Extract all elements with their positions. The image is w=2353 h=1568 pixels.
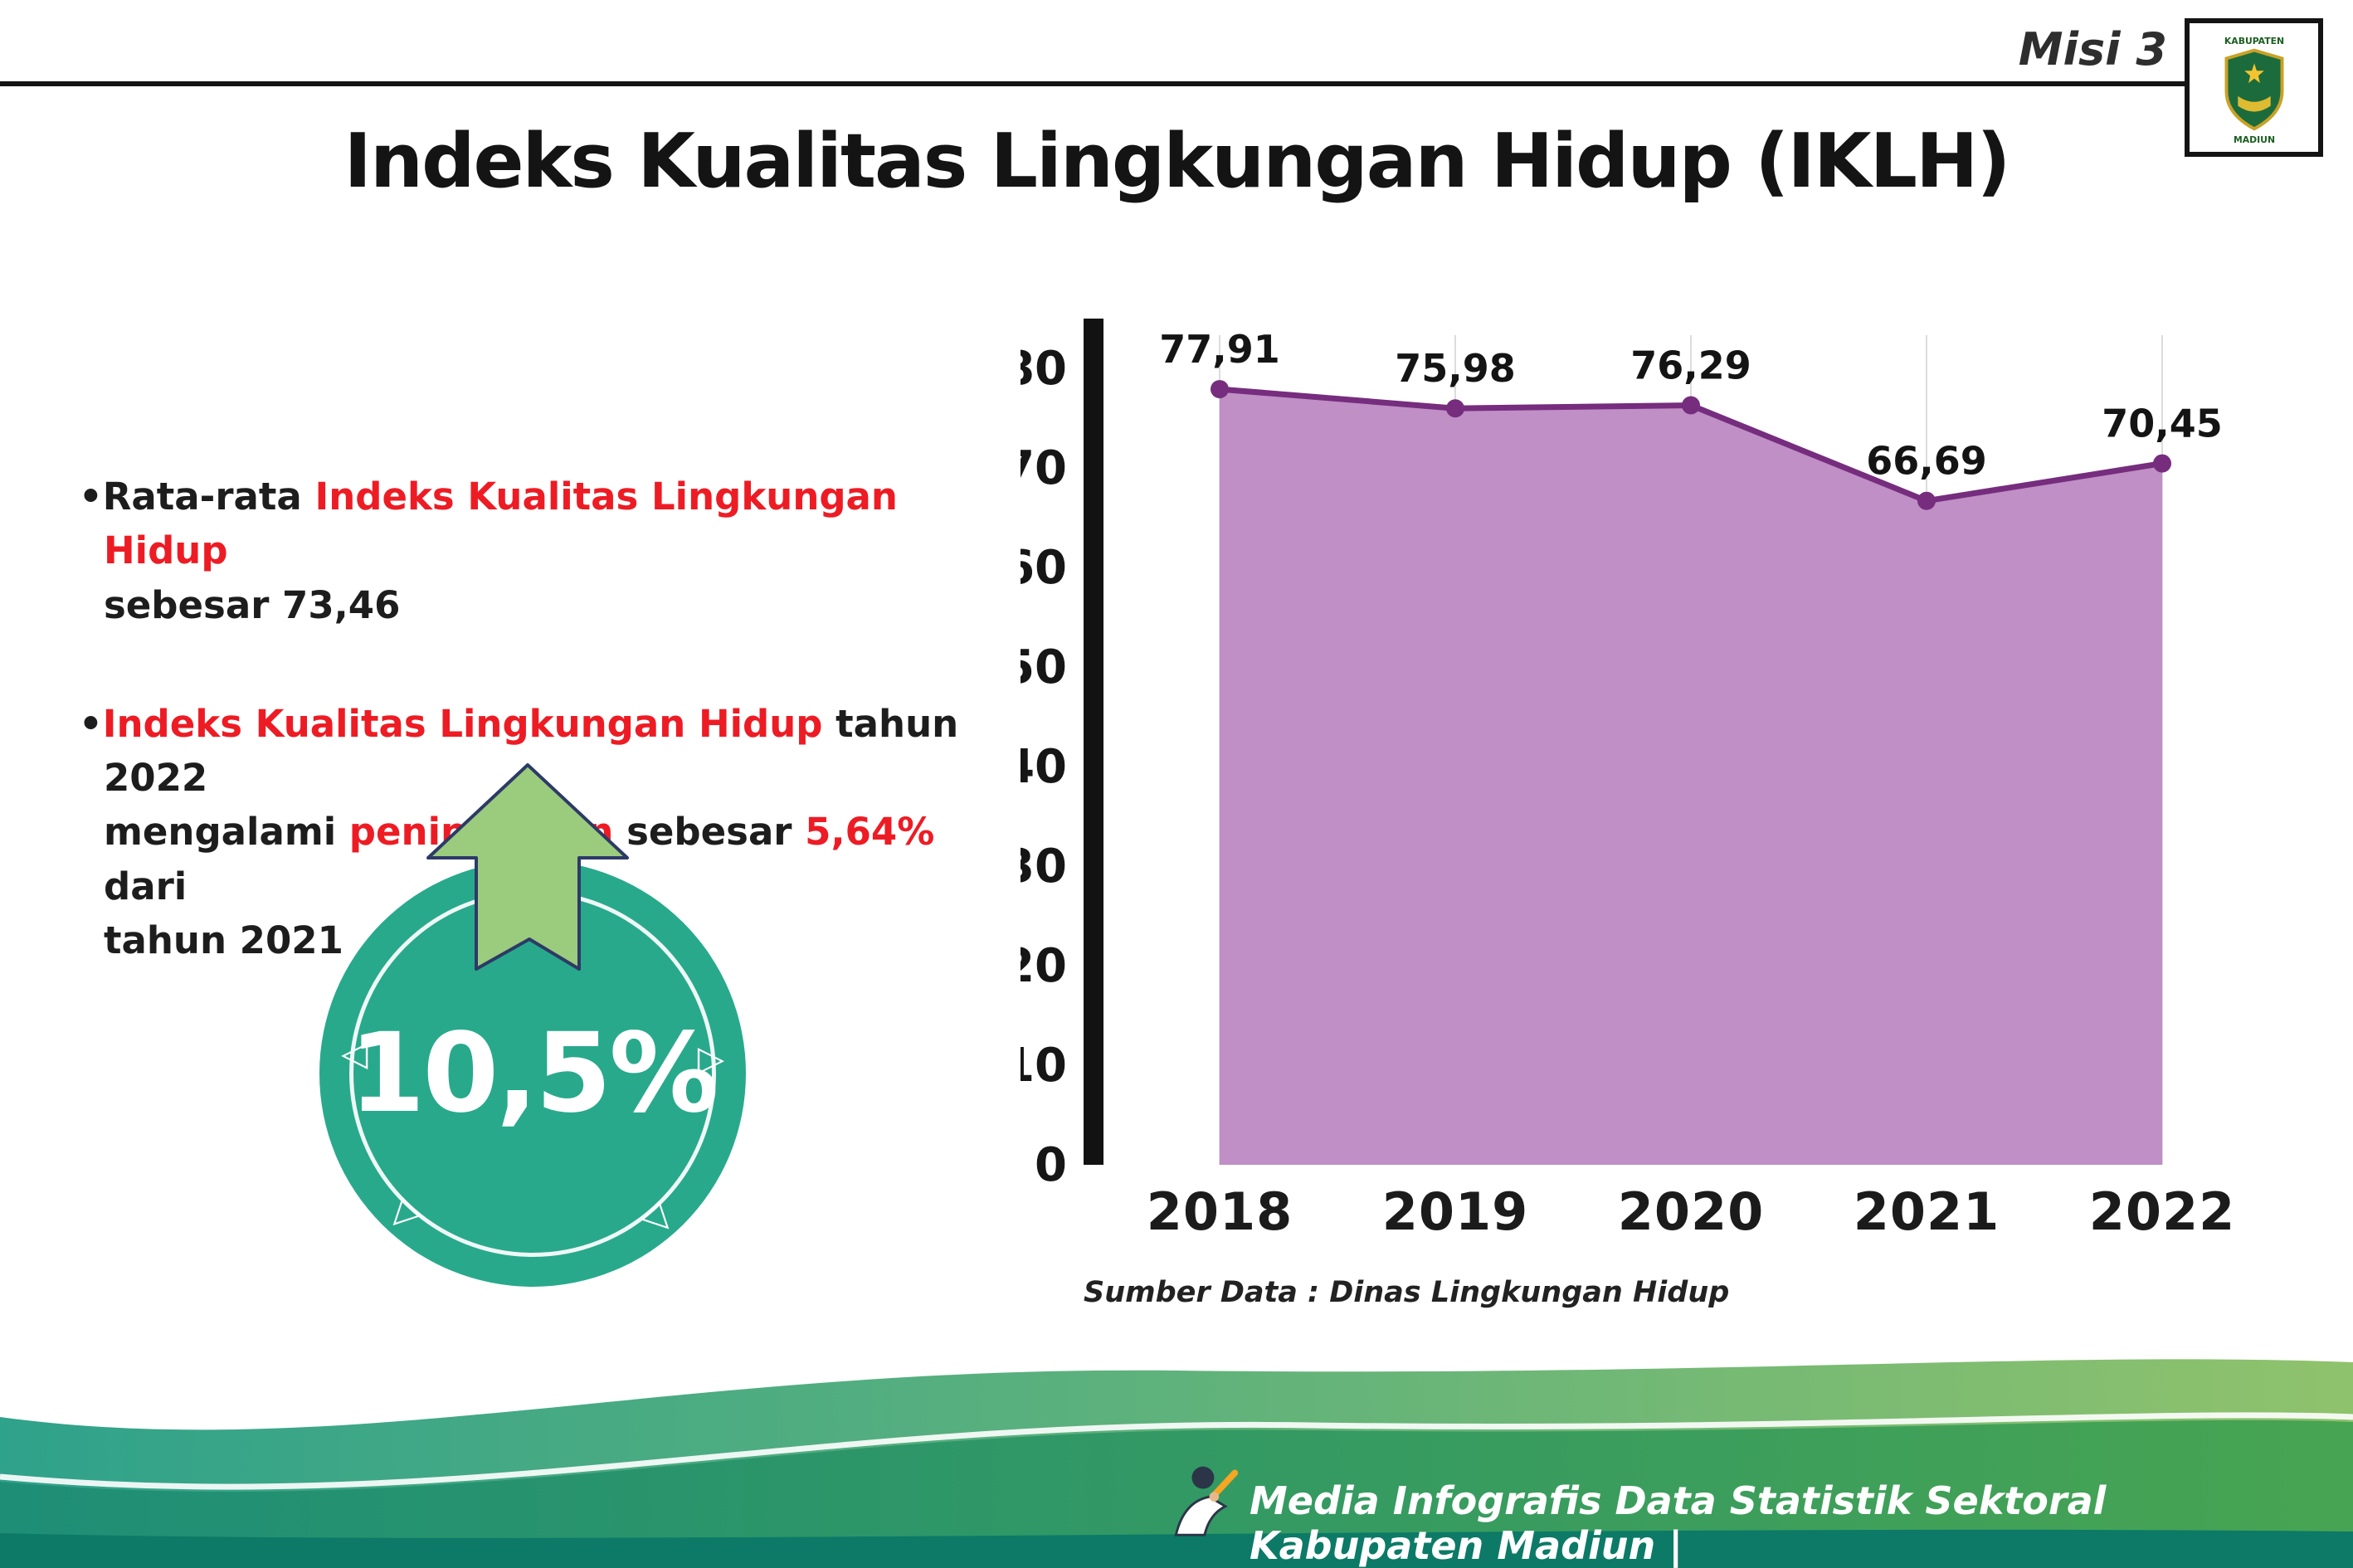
footer: Media Infografis Data Statistik Sektoral…	[0, 1457, 2353, 1568]
x-axis-label: 2021	[1854, 1181, 2000, 1242]
logo-shield	[2224, 48, 2283, 131]
data-point	[2153, 454, 2171, 473]
x-axis-label: 2018	[1147, 1181, 1293, 1242]
area-fill	[1220, 389, 2162, 1165]
chart-source-label: Sumber Data : Dinas Lingkungan Hidup	[1084, 1276, 1729, 1309]
kabupaten-madiun-logo-frame: KABUPATEN MADIUN	[2185, 18, 2323, 157]
data-label: 66,69	[1866, 439, 1987, 484]
data-point	[1211, 380, 1229, 399]
bullet-icon: •	[79, 475, 103, 519]
data-label: 70,45	[2102, 402, 2223, 446]
up-arrow-icon	[426, 763, 629, 971]
bullet-increase-iklh: •Indeks Kualitas Lingkungan Hidup tahun …	[79, 701, 959, 962]
x-axis-label: 2019	[1382, 1181, 1529, 1242]
footer-credit: Media Infografis Data Statistik Sektoral…	[1250, 1478, 2107, 1568]
logo-banner	[2237, 95, 2271, 112]
header-rule	[0, 81, 2192, 86]
tick-triangle-icon: ▷	[697, 1038, 724, 1079]
y-tick-label: 80	[1021, 342, 1067, 396]
data-point	[1682, 396, 1700, 415]
page-title: Indeks Kualitas Lingkungan Hidup (IKLH)	[343, 118, 2011, 205]
data-point	[1446, 399, 1464, 418]
kabupaten-madiun-logo: KABUPATEN MADIUN	[2224, 35, 2283, 145]
iklh-area-chart: 77,91 75,98 76,29 66,69 70,45 0 10 20 30 40 50 60 70…	[1021, 319, 2236, 1309]
y-tick-label: 40	[1021, 740, 1067, 794]
logo-bottom-text: MADIUN	[2233, 134, 2274, 145]
data-point	[1917, 491, 1936, 510]
misi-label: Misi 3	[2018, 23, 2167, 75]
key-points: •Rata-rata Indeks Kualitas Lingkungan Hi…	[79, 470, 975, 1032]
y-tick-label: 10	[1021, 1039, 1067, 1093]
data-label: 77,91	[1159, 327, 1280, 372]
y-tick-label: 30	[1021, 840, 1067, 894]
data-label: 75,98	[1395, 346, 1516, 391]
writer-mascot-icon	[1174, 1466, 1239, 1536]
y-tick-label: 50	[1021, 640, 1067, 694]
logo-top-text: KABUPATEN	[2224, 35, 2283, 46]
bullet-icon: •	[79, 701, 103, 746]
y-tick-label: 20	[1021, 939, 1067, 993]
logo-star-icon	[2243, 62, 2264, 83]
y-axis	[1084, 319, 1103, 1165]
y-tick-label: 70	[1021, 441, 1067, 495]
y-tick-label: 60	[1021, 541, 1067, 595]
data-label: 76,29	[1630, 343, 1751, 388]
footer-waves	[0, 1359, 2353, 1568]
y-tick-label: 0	[1035, 1138, 1067, 1192]
badge-value: 10,5%	[348, 1010, 719, 1137]
bullet-average-iklh: •Rata-rata Indeks Kualitas Lingkungan Hi…	[79, 475, 898, 627]
x-axis-label: 2022	[2089, 1181, 2236, 1242]
x-axis-label: 2020	[1618, 1181, 1765, 1242]
